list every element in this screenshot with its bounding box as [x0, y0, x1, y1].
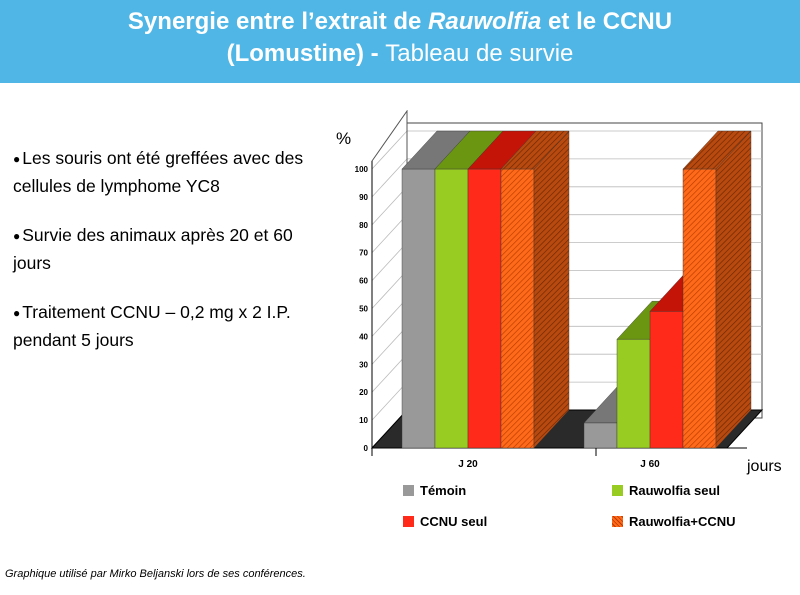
title-text-4: Tableau de survie	[385, 40, 574, 67]
bullet-list: ● Les souris ont été greffées avec des ce…	[13, 145, 333, 376]
legend-label: CCNU seul	[420, 514, 488, 529]
y-tick-label: 0	[364, 444, 369, 453]
bar-front	[583, 422, 618, 449]
y-tick-label: 100	[355, 165, 369, 174]
legend-item-ccnu-seul: CCNU seul	[403, 514, 487, 529]
title-text-1: Synergie entre l’extrait de	[127, 8, 429, 35]
bullet-text: Les souris ont été greffées avec des cel…	[13, 148, 304, 196]
bar-front	[434, 168, 469, 449]
legend-swatch	[612, 516, 623, 527]
bar-front	[467, 168, 502, 449]
title-banner: Synergie entre l’extrait de Rauwolfia et…	[0, 0, 800, 83]
y-axis-label: %	[336, 129, 352, 148]
x-axis-label: jours	[747, 458, 782, 475]
legend-item-temoin: Témoin	[403, 483, 466, 498]
legend-label: Rauwolfia seul	[629, 483, 721, 498]
y-tick-label: 90	[359, 193, 368, 202]
bullet-item: ● Les souris ont été greffées avec des ce…	[13, 145, 333, 200]
y-tick-label: 20	[359, 388, 368, 397]
bar-front	[616, 338, 651, 449]
legend-swatch	[403, 485, 414, 496]
survival-bar-chart: 0 10 20 30 40 50 60 70 80 90 100 J 20 J 60	[355, 110, 764, 470]
bullet-dot-icon: ●	[13, 152, 21, 166]
title-text-3: (Lomustine) -	[226, 40, 386, 67]
title-line-1: Synergie entre l’extrait de Rauwolfia et…	[0, 6, 800, 38]
legend-label: Témoin	[420, 483, 467, 498]
y-tick-label: 70	[359, 249, 368, 258]
bar-front	[500, 168, 535, 449]
legend-item-rauwolfia-seul: Rauwolfia seul	[612, 483, 720, 498]
x-tick-label: J 20	[458, 459, 478, 470]
bullet-dot-icon: ●	[13, 229, 21, 243]
title-text-2: et le CCNU	[541, 8, 673, 35]
bullet-text: Survie des animaux après 20 et 60 jours	[13, 225, 293, 273]
bullet-item: ● Traitement CCNU – 0,2 mg x 2 I.P. penda…	[13, 299, 333, 354]
bar-side	[715, 130, 752, 449]
bullet-item: ● Survie des animaux après 20 et 60 jours	[13, 222, 333, 277]
title-italic: Rauwolfia	[428, 8, 542, 35]
y-tick-label: 80	[359, 221, 368, 230]
bar-front	[401, 168, 436, 449]
y-tick-label: 10	[359, 416, 368, 425]
bar-side	[533, 130, 570, 449]
bar-front	[649, 311, 684, 449]
legend-item-rauwolfia-ccnu: Rauwolfia+CCNU	[612, 514, 736, 529]
title-line-2: (Lomustine) - Tableau de survie	[0, 38, 800, 70]
y-tick-label: 50	[359, 305, 368, 314]
legend-swatch	[612, 485, 623, 496]
chart-side-wall	[371, 110, 408, 450]
y-tick-label: 30	[359, 360, 368, 369]
source-caption: Graphique utilisé par Mirko Beljanski lo…	[5, 568, 306, 580]
bar-front	[682, 168, 717, 449]
y-tick-label: 60	[359, 277, 368, 286]
y-tick-label: 40	[359, 332, 368, 341]
bullet-text: Traitement CCNU – 0,2 mg x 2 I.P. pendan…	[13, 302, 291, 350]
legend-label: Rauwolfia+CCNU	[629, 514, 736, 529]
x-tick-label: J 60	[640, 459, 660, 470]
bullet-dot-icon: ●	[13, 306, 21, 320]
legend-swatch	[403, 516, 414, 527]
